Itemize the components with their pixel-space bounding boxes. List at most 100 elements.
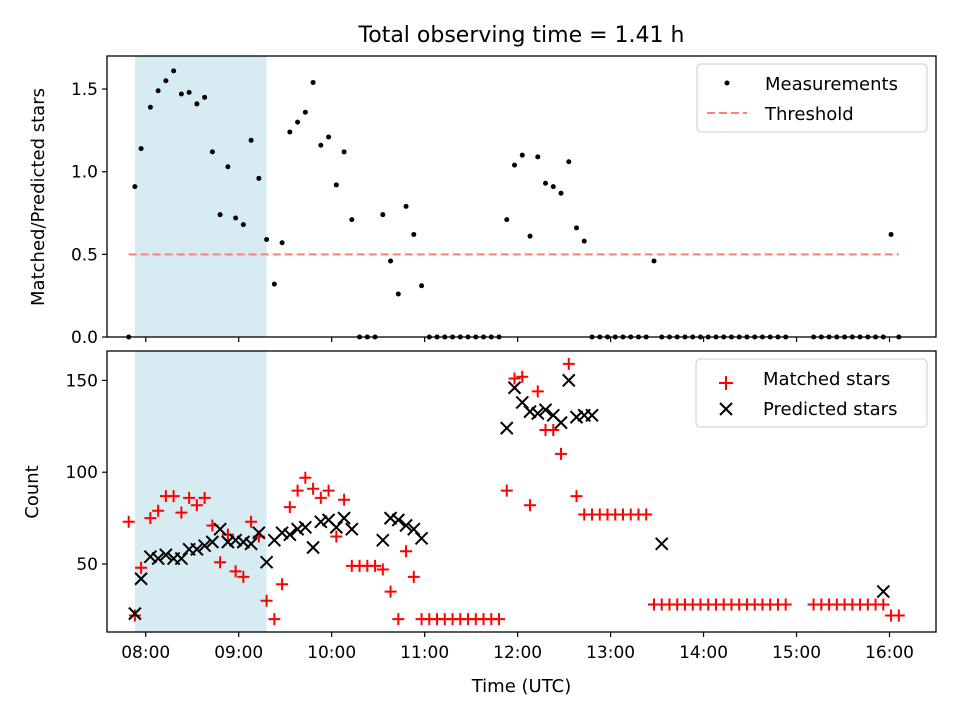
measurement-point xyxy=(535,154,541,160)
matched-star-point xyxy=(524,499,537,512)
predicted-star-point xyxy=(376,533,390,547)
y-tick-label: 1.5 xyxy=(71,80,98,100)
predicted-star-point xyxy=(383,511,398,525)
legend-predicted-label: Predicted stars xyxy=(763,399,897,420)
measurement-point xyxy=(202,94,208,100)
bottom-observing-shade xyxy=(134,351,267,632)
predicted-star-point xyxy=(655,537,669,551)
predicted-star-point xyxy=(213,522,227,536)
measurement-point xyxy=(217,212,223,218)
top-observing-shade xyxy=(134,56,267,337)
measurement-point xyxy=(155,88,161,94)
matched-star-point xyxy=(144,512,157,525)
predicted-star-point xyxy=(221,535,235,549)
predicted-star-point xyxy=(244,537,258,551)
top-y-ticks: 0.0 0.5 1.0 1.5 xyxy=(71,80,107,348)
measurement-point xyxy=(147,104,153,110)
matched-star-point xyxy=(152,504,165,517)
measurement-point xyxy=(333,182,339,188)
predicted-star-point xyxy=(569,410,584,424)
predicted-star-point xyxy=(414,531,429,546)
measurement-point xyxy=(233,215,239,221)
measurement-point xyxy=(651,258,657,264)
matched-star-point xyxy=(221,528,234,541)
measurement-point xyxy=(349,217,355,223)
matched-star-point xyxy=(516,370,529,383)
bottom-y-ticks: 50 100 150 xyxy=(66,371,107,575)
bottom-plot-frame xyxy=(106,350,937,633)
measurement-point xyxy=(512,162,518,168)
matched-star-point xyxy=(369,559,382,572)
measurement-point xyxy=(138,146,144,152)
matched-star-point xyxy=(260,594,273,607)
measurement-point xyxy=(341,149,347,155)
matched-star-point xyxy=(190,499,203,512)
y-tick-label: 50 xyxy=(76,555,98,575)
matched-star-point xyxy=(640,508,653,521)
matched-star-point xyxy=(892,609,905,622)
matched-star-point xyxy=(400,545,413,558)
measurement-point xyxy=(318,142,324,148)
matched-star-point xyxy=(214,556,227,569)
legend-matched-label: Matched stars xyxy=(763,369,890,390)
matched-star-point xyxy=(291,484,304,497)
predicted-star-point xyxy=(531,406,545,421)
legend-threshold-label: Threshold xyxy=(764,104,854,125)
matched-star-point xyxy=(314,491,327,504)
y-tick-label: 1.0 xyxy=(71,163,98,183)
y-tick-label: 0.0 xyxy=(71,328,98,348)
measurement-point xyxy=(581,238,587,244)
matched-star-point xyxy=(877,598,890,611)
chart-title: Total observing time = 1.41 h xyxy=(358,23,685,48)
predicted-star-point xyxy=(507,381,522,395)
predicted-star-point xyxy=(399,518,413,533)
x-tick-label: 09:00 xyxy=(214,643,263,663)
predicted-star-point xyxy=(134,572,148,586)
predicted-star-point xyxy=(236,535,251,549)
x-axis-label: Time (UTC) xyxy=(471,676,572,697)
predicted-star-point xyxy=(228,533,243,547)
measurement-point xyxy=(256,175,262,181)
y-tick-label: 100 xyxy=(66,463,98,483)
top-legend: Measurements Threshold xyxy=(696,63,928,133)
matched-star-point xyxy=(562,357,575,370)
legend-measurements-label: Measurements xyxy=(765,74,898,95)
measurement-point xyxy=(558,190,564,196)
predicted-star-point xyxy=(298,520,313,535)
matched-star-point xyxy=(268,613,281,626)
matched-star-point xyxy=(237,570,250,583)
legend-matched-marker xyxy=(719,376,733,390)
predicted-star-point xyxy=(197,538,212,553)
matched-star-point xyxy=(779,598,792,611)
matched-star-point xyxy=(175,506,188,519)
matched-star-point xyxy=(407,570,420,583)
x-tick-label: 14:00 xyxy=(679,643,728,663)
measurement-point xyxy=(132,184,138,190)
measurement-point xyxy=(287,129,293,135)
matched-star-point xyxy=(338,493,351,506)
measurement-point xyxy=(388,258,394,264)
predicted-star-point xyxy=(562,373,576,388)
legend-measurements-marker xyxy=(724,80,730,86)
predicted-star-point xyxy=(159,548,173,562)
predicted-star-point xyxy=(391,513,406,527)
measurement-point xyxy=(419,283,425,289)
predicted-star-point xyxy=(143,549,158,564)
predicted-star-point xyxy=(585,408,599,422)
measurement-point xyxy=(566,159,572,165)
matched-star-point xyxy=(493,613,506,626)
measurement-point xyxy=(225,164,231,170)
predicted-star-point xyxy=(283,527,297,542)
predicted-star-point xyxy=(259,555,274,569)
x-tick-label: 16:00 xyxy=(865,643,914,663)
matched-star-point xyxy=(128,609,141,622)
measurement-point xyxy=(543,180,549,186)
matched-star-point xyxy=(570,490,583,503)
matched-star-point xyxy=(531,385,544,398)
measurement-point xyxy=(271,281,277,287)
measurement-point xyxy=(163,78,169,84)
matched-star-point xyxy=(283,501,296,514)
matched-star-point xyxy=(245,515,258,528)
matched-star-point xyxy=(547,423,560,436)
measurement-point xyxy=(186,89,192,95)
